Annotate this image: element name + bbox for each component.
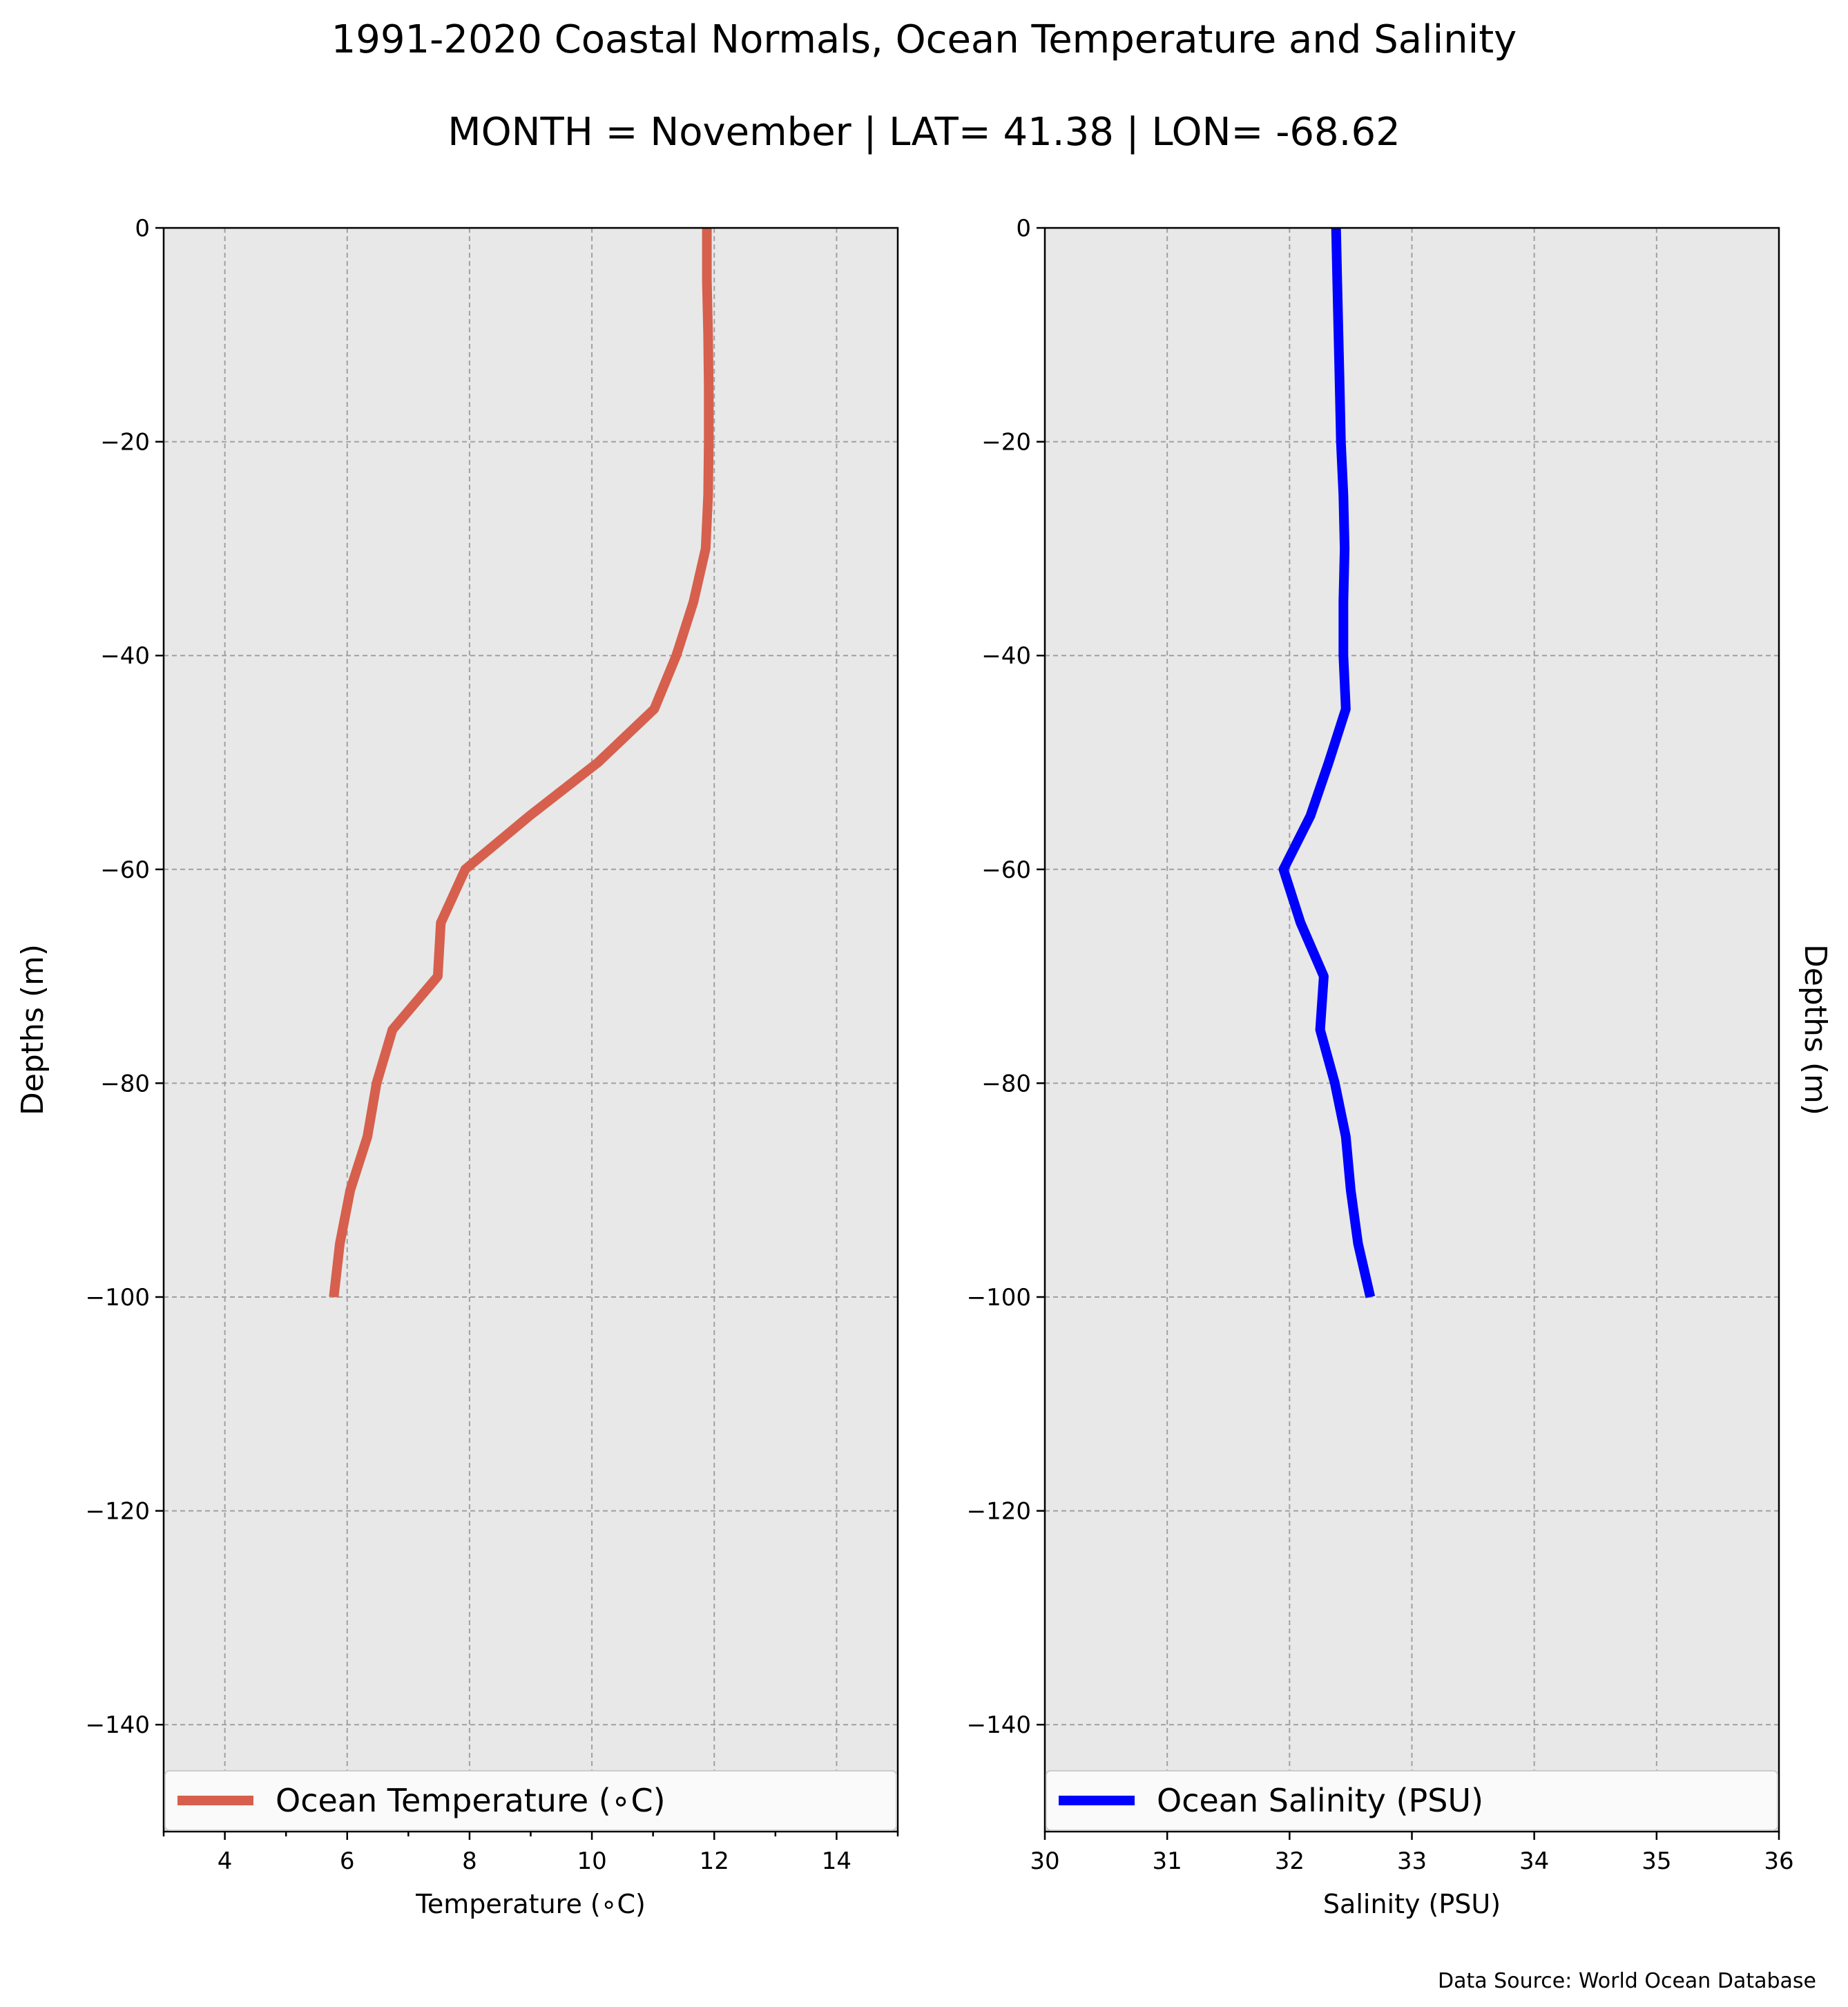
temperature-x-axis-label: Temperature (∘C) bbox=[415, 1889, 646, 1919]
salinity-x-tick-label-1: 31 bbox=[1153, 1847, 1182, 1875]
temperature-x-tick-label-1: 6 bbox=[340, 1847, 355, 1875]
chart-title: 1991-2020 Coastal Normals, Ocean Tempera… bbox=[331, 17, 1517, 62]
salinity-x-tick-label-2: 32 bbox=[1275, 1847, 1305, 1875]
salinity-y-tick-label-2: −40 bbox=[981, 642, 1031, 670]
temperature-x-tick-label-3: 10 bbox=[577, 1847, 606, 1875]
salinity-y-axis-label: Depths (m) bbox=[1798, 944, 1833, 1115]
data-source-note: Data Source: World Ocean Database bbox=[1438, 1969, 1816, 1993]
salinity-x-tick-label-6: 36 bbox=[1764, 1847, 1793, 1875]
salinity-y-tick-label-3: −60 bbox=[981, 856, 1031, 884]
temperature-x-tick-label-2: 8 bbox=[462, 1847, 477, 1875]
temperature-y-axis-label: Depths (m) bbox=[15, 944, 50, 1115]
temperature-y-tick-label-3: −60 bbox=[100, 856, 150, 884]
temperature-x-tick-label-4: 12 bbox=[700, 1847, 729, 1875]
salinity-x-tick-label-0: 30 bbox=[1030, 1847, 1059, 1875]
temperature-x-tick-label-5: 14 bbox=[822, 1847, 851, 1875]
chart-subtitle: MONTH = November | LAT= 41.38 | LON= -68… bbox=[447, 110, 1401, 155]
salinity-panel: 30 31 32 33 34 35 36 0 −20 −40 −60 −80 −100 −120 −140 S… bbox=[967, 215, 1833, 1919]
temperature-legend-label: Ocean Temperature (∘C) bbox=[276, 1782, 666, 1819]
salinity-x-tick-label-4: 34 bbox=[1519, 1847, 1549, 1875]
salinity-x-tick-label-3: 33 bbox=[1397, 1847, 1427, 1875]
salinity-y-tick-label-0: 0 bbox=[1016, 215, 1031, 242]
temperature-y-tick-label-0: 0 bbox=[135, 215, 150, 242]
salinity-x-tick-label-5: 35 bbox=[1642, 1847, 1671, 1875]
salinity-y-tick-label-1: −20 bbox=[981, 429, 1031, 457]
temperature-y-tick-label-5: −100 bbox=[86, 1284, 150, 1312]
temperature-y-tick-label-4: −80 bbox=[100, 1070, 150, 1097]
temperature-y-tick-label-7: −140 bbox=[86, 1711, 150, 1739]
temperature-y-tick-label-6: −120 bbox=[86, 1498, 150, 1526]
salinity-legend-label: Ocean Salinity (PSU) bbox=[1157, 1782, 1483, 1819]
salinity-y-tick-label-5: −100 bbox=[967, 1284, 1031, 1312]
temperature-plot-area bbox=[164, 228, 898, 1832]
temperature-y-tick-label-1: −20 bbox=[100, 429, 150, 457]
salinity-y-tick-label-6: −120 bbox=[967, 1498, 1031, 1526]
temperature-panel: 4 6 8 10 12 14 0 −20 −40 −60 −80 −100 −120 −140 Temper… bbox=[15, 215, 898, 1919]
salinity-y-tick-label-4: −80 bbox=[981, 1070, 1031, 1097]
salinity-x-axis-label: Salinity (PSU) bbox=[1323, 1889, 1501, 1919]
temperature-x-tick-label-0: 4 bbox=[218, 1847, 233, 1875]
salinity-y-tick-label-7: −140 bbox=[967, 1711, 1031, 1739]
temperature-y-tick-label-2: −40 bbox=[100, 642, 150, 670]
